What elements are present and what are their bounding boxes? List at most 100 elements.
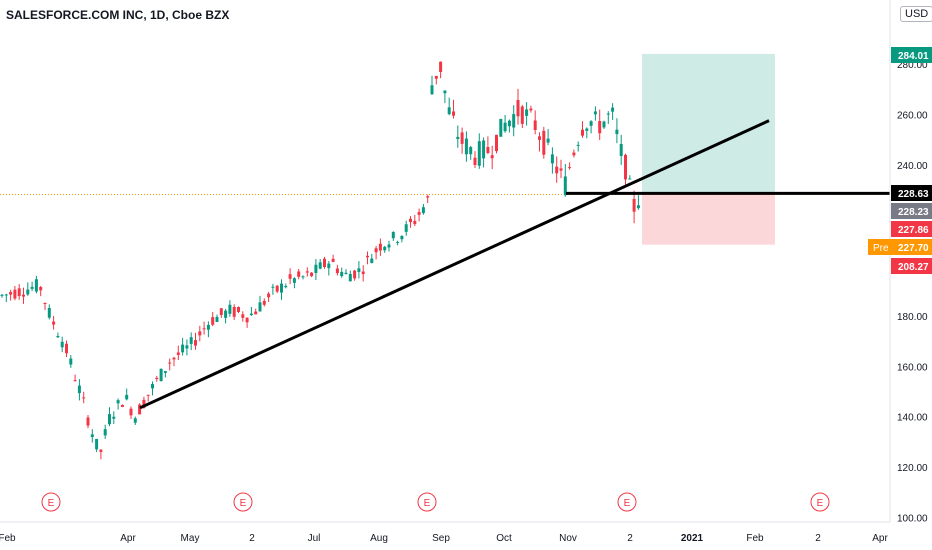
price-label-pre [891,239,932,255]
price-label-text: 228.63 [898,189,929,200]
candle-body [452,111,455,116]
candle-body [606,113,610,115]
candle-body [447,107,451,115]
candle-body [181,344,185,353]
price-label-text: 208.27 [898,262,929,273]
candle-body [387,244,391,248]
candle-body [189,337,193,344]
candle-body [512,114,516,128]
candle-body [9,291,13,295]
candle-body [159,368,163,382]
candle-body [103,429,107,436]
candle-body [43,303,47,305]
candle-body [533,120,537,130]
candle-body [434,75,438,79]
candle-body [22,294,25,297]
candle-body [482,140,486,159]
candle-body [198,331,202,336]
earnings-marker-label: E [424,498,431,509]
candle-body [366,255,369,258]
x-tick-label: Jul [308,533,321,544]
candle-body [456,136,460,140]
trend-line [139,119,770,410]
candle-body [176,352,180,355]
candle-body [611,107,615,112]
y-tick-label: 180.00 [897,312,928,323]
price-label-text: 227.70 [898,243,929,254]
y-tick-label: 100.00 [897,513,928,524]
candle-body [90,434,94,438]
price-label-text: 284.01 [898,51,929,62]
pre-tag-text: Pre [873,243,889,254]
candle-body [52,321,56,325]
candle-body [280,283,283,293]
candle-body [421,207,425,214]
candle-body [271,286,275,288]
candle-body [495,134,498,152]
x-tick-label: Apr [872,533,888,544]
earnings-marker-label: E [48,498,55,509]
y-tick-label: 120.00 [897,463,928,474]
earnings-marker[interactable] [617,492,637,512]
earnings-marker[interactable] [417,492,437,512]
currency-button[interactable]: USD [900,6,932,22]
candle-body [538,136,541,140]
candle-body [477,141,481,166]
candle-body [60,341,64,348]
price-label-last [891,185,932,201]
x-tick-label: Feb [746,533,764,544]
candle-body [13,289,17,299]
candle-body [215,316,219,322]
candle-body [237,307,240,312]
x-tick-label: 2 [249,533,255,544]
candle-body [297,271,301,277]
candle-body [464,138,468,155]
price-label-stop [891,258,932,274]
price-label-text: 228.23 [898,207,929,218]
candle-body [142,399,146,408]
candle-body [589,121,593,126]
earnings-marker[interactable] [41,492,61,512]
price-label-target [891,47,932,63]
candle-body [138,404,142,415]
candle-body [30,286,34,289]
candle-body [357,268,361,272]
candle-body [374,248,378,253]
candle-body [232,306,236,317]
x-tick-label: May [181,533,200,544]
price-label-close [891,203,932,219]
candle-body [185,345,189,349]
candle-body [602,121,606,128]
candle-body [400,235,404,240]
x-tick-label: 2 [627,533,633,544]
candle-body [563,176,567,196]
candle-body [172,357,176,360]
x-tick-label: Sep [432,533,450,544]
x-tick-label: 2021 [681,533,704,544]
candle-body [258,302,262,312]
earnings-marker[interactable] [810,492,830,512]
candle-body [576,144,580,146]
candle-body [585,128,589,131]
candle-body [39,287,43,291]
candle-body [430,85,434,95]
candle-body [151,384,154,389]
x-tick-label: Oct [496,533,512,544]
candle-body [469,147,473,155]
candle-body [86,417,90,426]
candle-body [108,414,111,425]
candle-body [335,268,339,274]
candle-body [404,224,408,232]
loss-zone [642,193,775,245]
earnings-marker[interactable] [233,492,253,512]
x-tick-label: Feb [0,533,16,544]
candle-body [254,311,258,315]
candle-body [443,90,447,94]
candle-body [361,271,365,275]
candle-body [73,380,77,382]
candle-body [473,157,477,165]
x-tick-label: Apr [120,533,136,544]
y-tick-label: 240.00 [897,161,928,172]
